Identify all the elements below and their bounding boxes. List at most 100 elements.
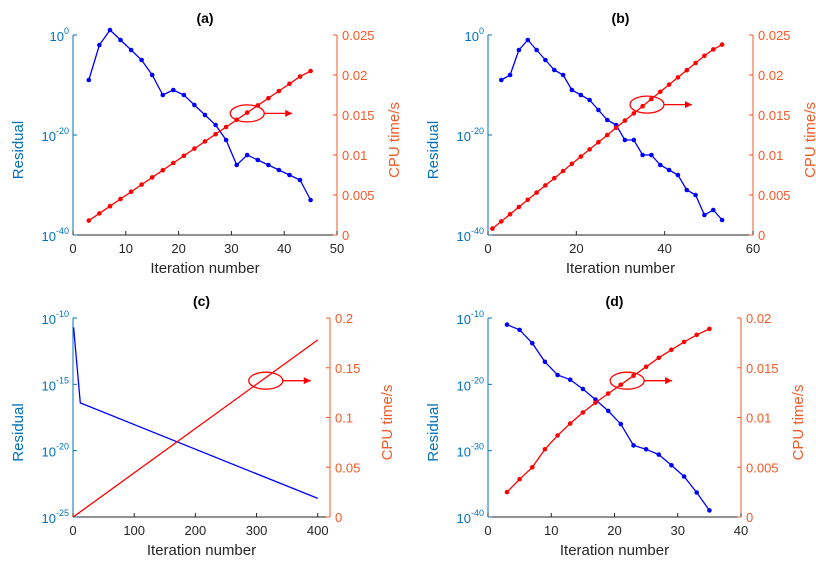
x-axis-label: Iteration number <box>560 542 669 559</box>
x-tick-label: 300 <box>246 523 268 538</box>
cpu-time-point <box>118 196 123 202</box>
cpu-time-point <box>276 88 282 94</box>
left-tick-label: 10-10 <box>42 309 69 327</box>
x-tick-label: 0 <box>484 523 491 538</box>
right-tick-label: 0.005 <box>758 188 791 203</box>
left-tick-label: 100 <box>465 26 484 44</box>
cpu-time-point <box>569 161 575 167</box>
cpu-time-point <box>171 160 176 166</box>
x-tick-label: 40 <box>657 241 671 256</box>
residual-point <box>97 42 102 48</box>
cpu-time-point <box>149 175 155 180</box>
right-axis-label: CPU time/s <box>802 102 816 178</box>
cpu-time-point <box>202 139 208 144</box>
right-tick-label: 0.01 <box>758 148 783 163</box>
residual-point <box>640 152 645 158</box>
cpu-time-point <box>658 89 663 95</box>
residual-point <box>658 162 663 168</box>
cpu-time-point <box>499 219 504 224</box>
cpu-time-point <box>587 147 592 152</box>
residual-point <box>507 72 513 78</box>
panel-c: 0 100 200 300 400 10-25 10-20 10-15 10-10 0 0.05 0.… <box>10 293 396 559</box>
x-axis-label: Iteration number <box>147 542 256 559</box>
residual-point <box>149 72 155 78</box>
cpu-time-point <box>543 183 548 188</box>
cpu-time-point <box>567 421 573 426</box>
cpu-time-point <box>560 168 566 174</box>
left-tick-label: 10-20 <box>42 126 69 144</box>
cpu-time-point <box>580 410 586 415</box>
right-axis-label: CPU time/s <box>790 385 807 461</box>
cpu-time-point <box>605 391 611 396</box>
left-tick-label: 100 <box>50 26 69 44</box>
right-tick-label: 0.015 <box>758 108 791 123</box>
cpu-time-point <box>675 75 681 80</box>
right-tick-label: 0.025 <box>342 28 375 43</box>
cpu-time-point <box>213 131 218 137</box>
right-tick-label: 0 <box>342 228 349 243</box>
annotation-arrow-head <box>285 109 293 117</box>
residual-point <box>684 187 690 193</box>
x-tick-label: 60 <box>746 241 760 256</box>
annotation-ellipse <box>629 95 665 114</box>
residual-point <box>499 77 504 83</box>
panel-title: (c) <box>193 293 210 309</box>
cpu-time-point <box>640 103 645 109</box>
residual-point <box>569 87 575 93</box>
cpu-time-point <box>669 347 674 353</box>
left-axis-label: Residual <box>425 403 442 461</box>
residual-point <box>504 322 510 327</box>
cpu-time-point <box>643 364 649 370</box>
panel-title: (d) <box>606 293 624 309</box>
left-axis-label: Residual <box>425 121 442 179</box>
x-tick-label: 400 <box>307 523 329 538</box>
cpu-time-point <box>244 110 250 115</box>
residual-point <box>534 47 539 53</box>
residual-point <box>567 377 573 383</box>
residual-point <box>707 508 712 513</box>
x-tick-label: 30 <box>224 241 238 256</box>
residual-point <box>139 57 144 63</box>
cpu-time-point <box>266 95 271 101</box>
residual-point <box>160 92 166 98</box>
residual-point <box>276 167 282 173</box>
residual-point <box>681 474 687 479</box>
panel-title: (b) <box>612 10 630 26</box>
cpu-time-point <box>593 400 598 405</box>
cpu-time-point <box>719 42 725 47</box>
cpu-time-point <box>681 339 687 345</box>
residual-point <box>656 452 662 457</box>
cpu-time-point <box>578 154 584 159</box>
cpu-time-point <box>666 82 672 87</box>
residual-series-line <box>88 29 312 201</box>
panel-a: 0 10 20 30 40 50 10-40 10-20 100 0 0.005 0.01 0.015 0… <box>10 10 403 277</box>
cpu-time-point <box>618 382 624 388</box>
right-tick-label: 0.005 <box>746 460 779 475</box>
right-tick-label: 0.01 <box>342 148 367 163</box>
x-tick-label: 0 <box>69 523 76 538</box>
residual-point <box>542 359 548 365</box>
residual-point <box>213 122 218 128</box>
residual-point <box>719 217 725 223</box>
cpu-time-point <box>517 476 522 482</box>
residual-point <box>552 67 557 73</box>
annotation-arrow-head <box>665 377 673 385</box>
x-tick-label: 40 <box>734 523 748 538</box>
x-tick-label: 20 <box>171 241 185 256</box>
residual-point <box>605 117 610 123</box>
residual-point <box>202 112 208 118</box>
x-tick-label: 10 <box>119 241 133 256</box>
residual-point <box>631 137 637 143</box>
cpu-time-point <box>694 332 699 338</box>
left-axis-label: Residual <box>10 403 27 461</box>
cpu-time-point <box>707 326 712 332</box>
cpu-time-point <box>656 355 662 361</box>
panel-title: (a) <box>196 10 213 26</box>
panel-b: 0 20 40 60 10-40 10-20 100 0 0.005 0.01 0.015 0.02 0… <box>425 10 816 277</box>
right-tick-label: 0 <box>335 510 342 525</box>
x-tick-label: 0 <box>484 241 491 256</box>
right-tick-label: 0.02 <box>758 68 783 83</box>
residual-point <box>605 408 611 414</box>
x-tick-label: 20 <box>607 523 621 538</box>
